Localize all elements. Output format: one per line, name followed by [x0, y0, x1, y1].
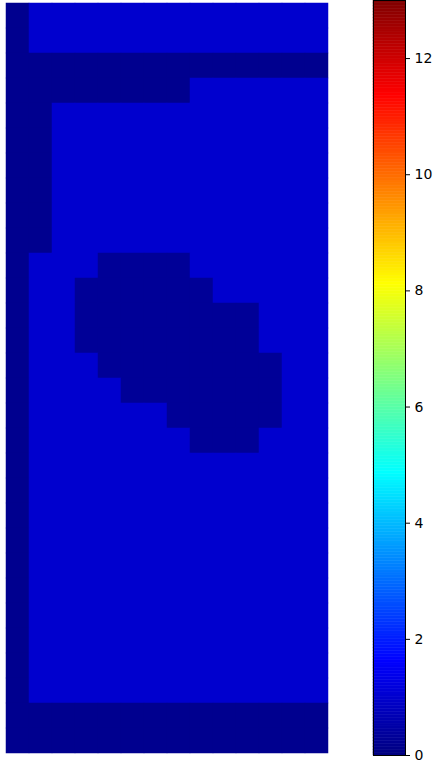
svg-text:2: 2 — [415, 631, 424, 647]
svg-text:8: 8 — [415, 282, 424, 298]
svg-text:6: 6 — [415, 399, 424, 415]
svg-text:0: 0 — [415, 747, 424, 763]
svg-text:4: 4 — [415, 515, 424, 531]
svg-text:12: 12 — [415, 50, 433, 66]
svg-text:10: 10 — [415, 166, 433, 182]
